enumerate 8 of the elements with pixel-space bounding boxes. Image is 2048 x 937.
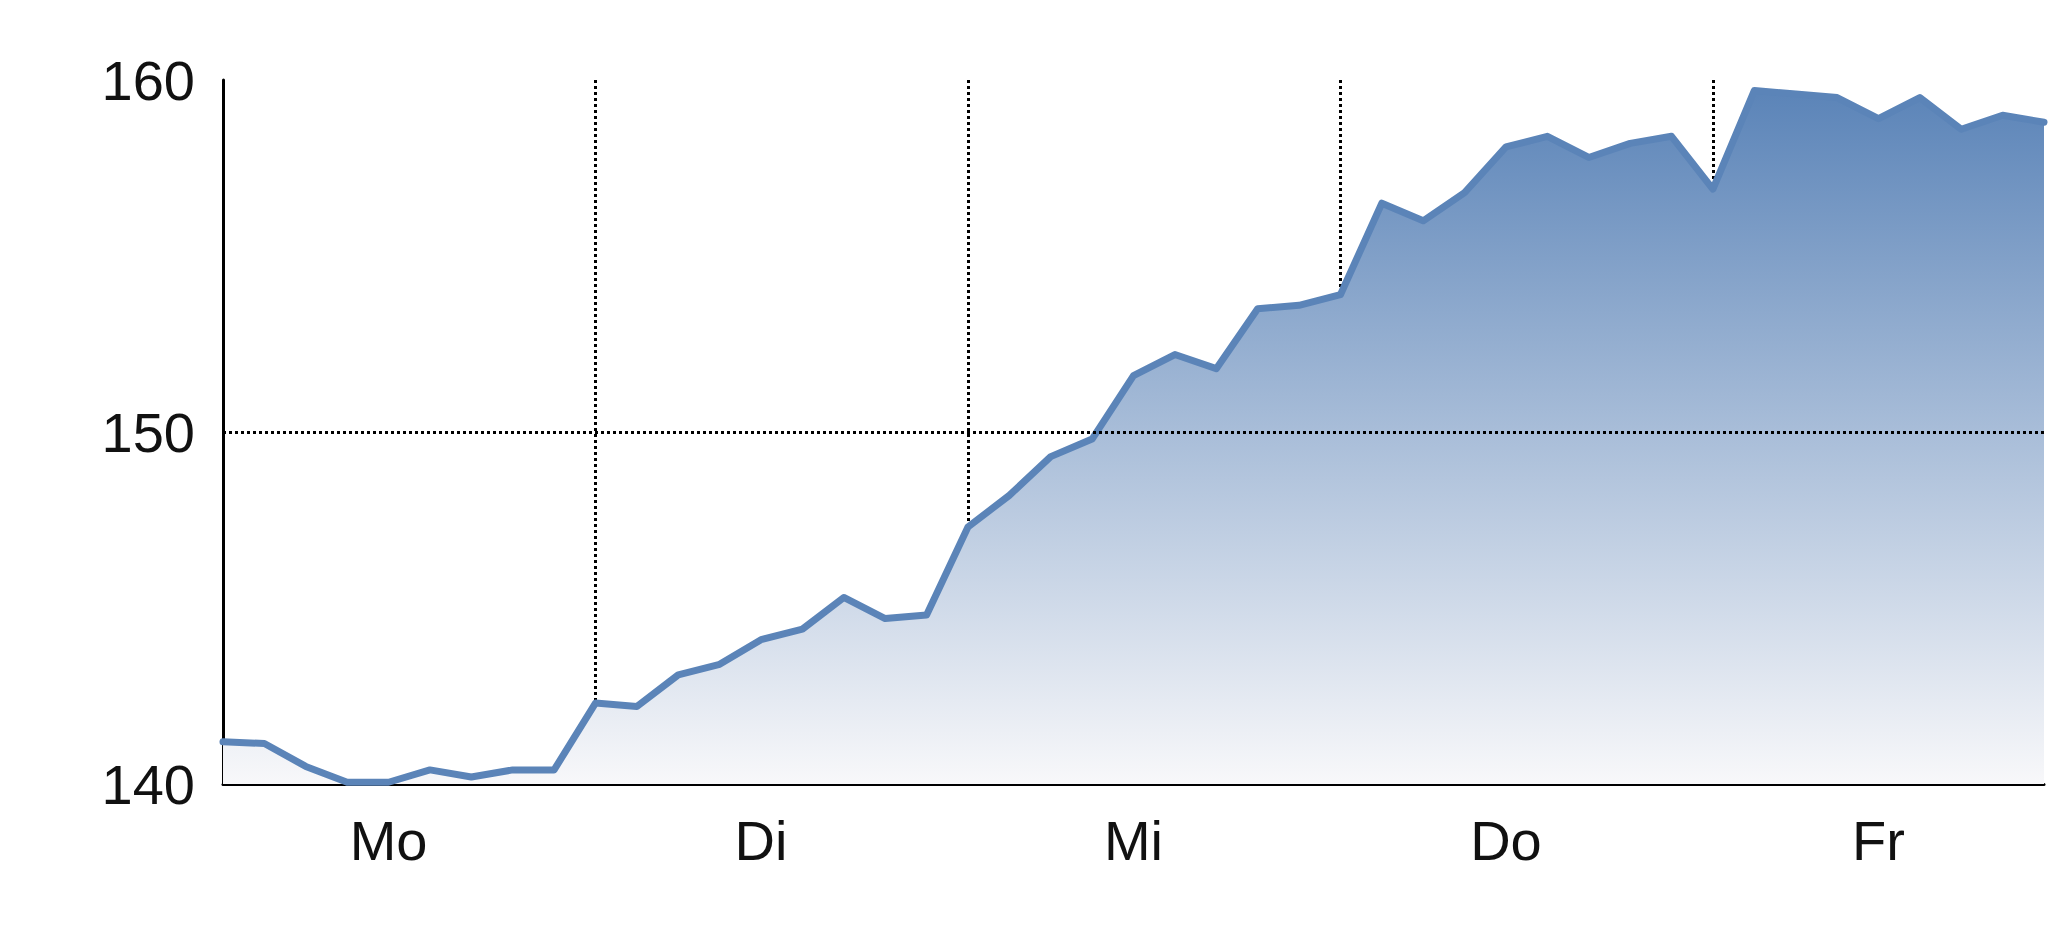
x-tick-label: Mi bbox=[1103, 808, 1164, 872]
y-tick-label: 140 bbox=[101, 752, 195, 816]
x-tick-label: Di bbox=[734, 808, 788, 872]
x-tick-label: Mo bbox=[349, 808, 428, 872]
x-tick-label: Do bbox=[1470, 808, 1542, 872]
x-tick-label: Fr bbox=[1852, 808, 1905, 872]
y-tick-label: 150 bbox=[101, 400, 195, 464]
y-tick-label: 160 bbox=[101, 48, 195, 112]
